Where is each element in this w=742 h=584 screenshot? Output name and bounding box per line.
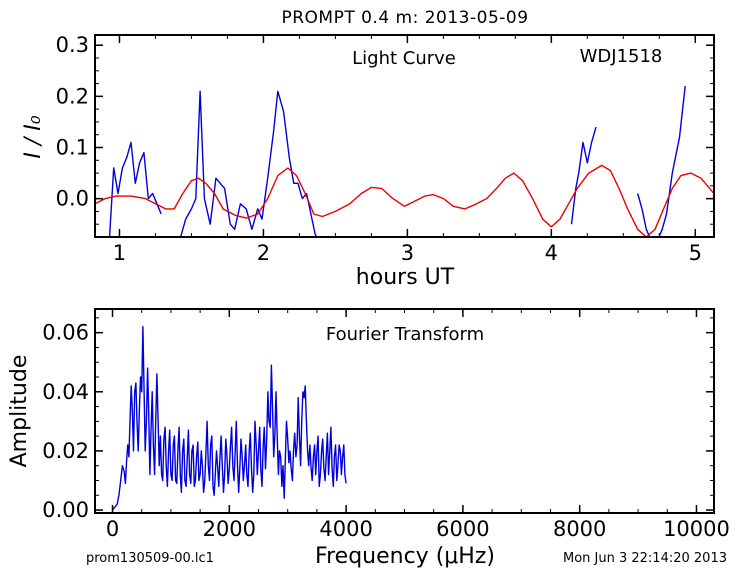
figure-title: PROMPT 0.4 m: 2013-05-09 — [281, 8, 528, 28]
bottom-ytick-label: 0.00 — [42, 498, 89, 522]
bottom-xtick-label: 10000 — [663, 517, 730, 541]
bottom-major-ticks — [95, 309, 714, 513]
light-curve-panel: 1 2 3 4 5 0.0 0.1 0.2 0.3 — [56, 33, 715, 265]
top-axes-frame — [94, 34, 715, 238]
top-xtick-label: 5 — [689, 241, 702, 265]
bottom-series-group — [111, 326, 347, 511]
svg-text:I / I₀: I / I₀ — [21, 115, 46, 158]
top-series-0-line-0 — [108, 141, 162, 237]
top-xtick-label: 2 — [257, 241, 270, 265]
top-xlabel: hours UT — [356, 265, 455, 290]
top-xtick-label: 3 — [401, 241, 414, 265]
top-xtick-label: 1 — [113, 241, 126, 265]
top-series-1-line-0 — [95, 164, 714, 237]
fourier-panel: 0 2000 4000 6000 8000 10000 0.00 0.02 0.04 0.06 — [42, 308, 730, 541]
bottom-ytick-label: 0.04 — [42, 380, 89, 404]
bottom-ylabel: Amplitude — [7, 355, 32, 468]
bottom-xtick-label: 8000 — [553, 517, 606, 541]
fourier-label: Fourier Transform — [326, 324, 484, 345]
top-series-0-line-2 — [570, 126, 597, 225]
bottom-ytick-label: 0.02 — [42, 439, 89, 463]
bottom-ytick-label: 0.06 — [42, 321, 89, 345]
light-curve-label: Light Curve — [352, 48, 456, 69]
top-major-ticks — [95, 35, 714, 237]
footer-filename: prom130509-00.lc1 — [86, 551, 214, 566]
bottom-xtick-label: 0 — [106, 517, 119, 541]
top-series-group — [95, 86, 714, 237]
top-xtick-label: 4 — [545, 241, 558, 265]
bottom-xtick-label: 2000 — [203, 517, 256, 541]
star-name-label: WDJ1518 — [580, 46, 663, 67]
top-ytick-label: 0.2 — [56, 84, 89, 108]
top-ytick-label: 0.1 — [56, 136, 89, 160]
top-ytick-label: 0.3 — [56, 33, 89, 57]
bottom-xtick-label: 4000 — [319, 517, 372, 541]
top-ytick-label: 0.0 — [56, 187, 89, 211]
top-ylabel: I / I₀ — [21, 115, 46, 158]
bottom-series-0-line-0 — [111, 326, 347, 511]
top-series-0-line-1 — [179, 90, 318, 237]
bottom-xtick-label: 6000 — [436, 517, 489, 541]
footer-timestamp: Mon Jun 3 22:14:20 2013 — [563, 551, 727, 566]
top-series-0-line-3 — [637, 86, 686, 237]
bottom-xlabel: Frequency (μHz) — [315, 544, 495, 569]
